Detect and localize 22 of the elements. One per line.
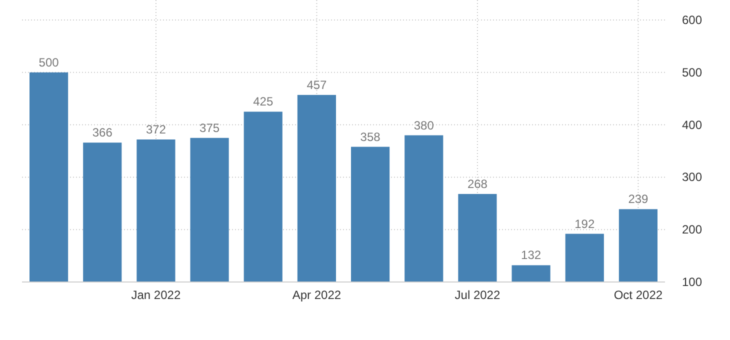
data-label: 375 <box>200 120 220 135</box>
y-tick-label: 500 <box>682 65 702 80</box>
data-label: 372 <box>146 122 166 136</box>
data-label: 192 <box>574 216 595 231</box>
x-tick-label: Oct 2022 <box>614 288 663 302</box>
y-tick-label: 300 <box>682 170 702 184</box>
y-tick-label: 100 <box>682 275 702 289</box>
data-label: 366 <box>92 126 113 140</box>
data-label: 132 <box>521 248 542 262</box>
x-tick-label: Apr 2022 <box>292 288 342 302</box>
data-label: 380 <box>414 118 434 132</box>
x-tick-label: Jan 2022 <box>131 288 181 302</box>
y-tick-label: 200 <box>682 222 702 237</box>
y-tick-label: 400 <box>682 118 702 132</box>
y-tick-label: 600 <box>682 13 702 27</box>
data-label: 268 <box>467 176 488 191</box>
data-label: 500 <box>38 55 60 70</box>
x-tick-label: Jul 2022 <box>454 288 500 302</box>
data-label: 425 <box>253 94 274 109</box>
data-label: 457 <box>306 78 328 92</box>
data-label: 358 <box>360 130 381 144</box>
data-label: 239 <box>628 192 649 206</box>
